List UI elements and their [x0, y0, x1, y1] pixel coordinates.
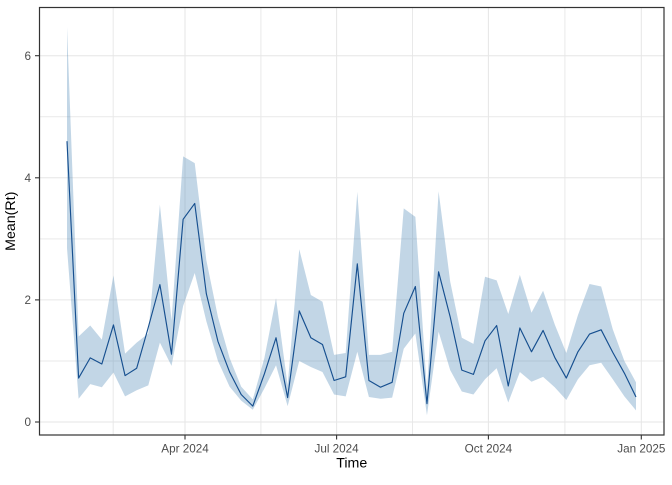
svg-text:4: 4 — [24, 172, 31, 185]
svg-text:Jul 2024: Jul 2024 — [314, 443, 359, 456]
svg-text:Time: Time — [336, 456, 367, 472]
svg-text:Oct 2024: Oct 2024 — [465, 443, 513, 456]
svg-text:Apr 2024: Apr 2024 — [161, 443, 209, 456]
svg-text:2: 2 — [24, 294, 31, 307]
svg-text:6: 6 — [24, 50, 31, 63]
svg-text:Jan 2025: Jan 2025 — [617, 443, 666, 456]
svg-text:0: 0 — [24, 416, 31, 429]
svg-text:Mean(Rt): Mean(Rt) — [3, 192, 19, 251]
